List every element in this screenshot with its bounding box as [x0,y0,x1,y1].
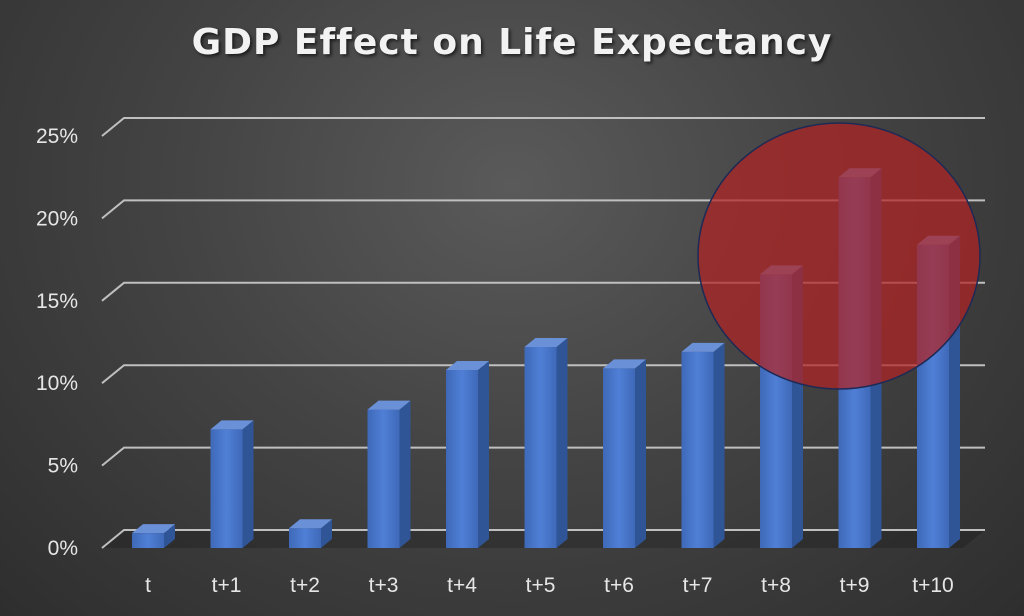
y-tick-label: 10% [36,372,78,395]
x-tick-label: t+7 [683,574,713,597]
x-tick-label: t+1 [212,574,242,597]
x-tick-label: t+6 [604,574,634,597]
bar [132,524,175,548]
x-tick-label: t+10 [912,574,953,597]
bar [210,420,254,548]
bar-side [713,342,725,548]
bar-front [603,368,635,548]
bar-front [132,533,164,548]
y-tick-label: 20% [36,207,78,230]
x-axis-ticks: t t+1 t+2 t+3 t+4 t+5 t+6 t+7 t+8 t+9 t+10 [145,574,954,597]
y-axis-ticks: 0% 5% 10% 15% 20% 25% [36,125,78,560]
bar-top [132,524,175,534]
bar-front [367,409,400,548]
bar-side [635,359,646,548]
highlight-circle [697,122,981,390]
bar [367,400,411,548]
bar-front [524,346,557,548]
x-tick-label: t+3 [369,574,399,597]
gridline [101,281,985,302]
bar [289,519,332,548]
x-tick-label: t+2 [290,574,320,597]
x-tick-label: t+4 [447,574,477,597]
bar-side [399,400,411,548]
y-tick-label: 15% [36,290,78,313]
gridline [101,199,985,220]
x-tick-label: t+5 [526,574,556,597]
bar [446,361,489,548]
bar-front [681,351,714,548]
bar-side [164,524,175,548]
x-tick-label: t [145,574,151,597]
chart-title: GDP Effect on Life Expectancy [191,22,833,63]
bar-front [446,370,478,548]
bar-top [446,361,489,371]
y-tick-label: 5% [48,455,78,478]
y-tick-label: 25% [36,125,78,148]
bar-side [556,337,568,548]
bar-side [478,361,489,548]
bar-top [367,400,411,410]
x-tick-label: t+9 [840,574,870,597]
gridline [101,117,985,137]
bar-side [321,519,332,548]
bar-top [524,337,568,347]
y-tick-label: 0% [48,537,78,560]
bar-front [289,528,321,548]
bar [603,359,646,548]
bar-top [289,519,332,529]
bar-side [242,420,254,548]
x-tick-label: t+8 [761,574,791,597]
bar [524,337,568,548]
bar-top [210,420,254,430]
bar-front [210,429,243,548]
bar [681,342,725,548]
annotations [697,122,981,390]
bar-top [681,342,725,352]
bar-top [603,359,646,369]
